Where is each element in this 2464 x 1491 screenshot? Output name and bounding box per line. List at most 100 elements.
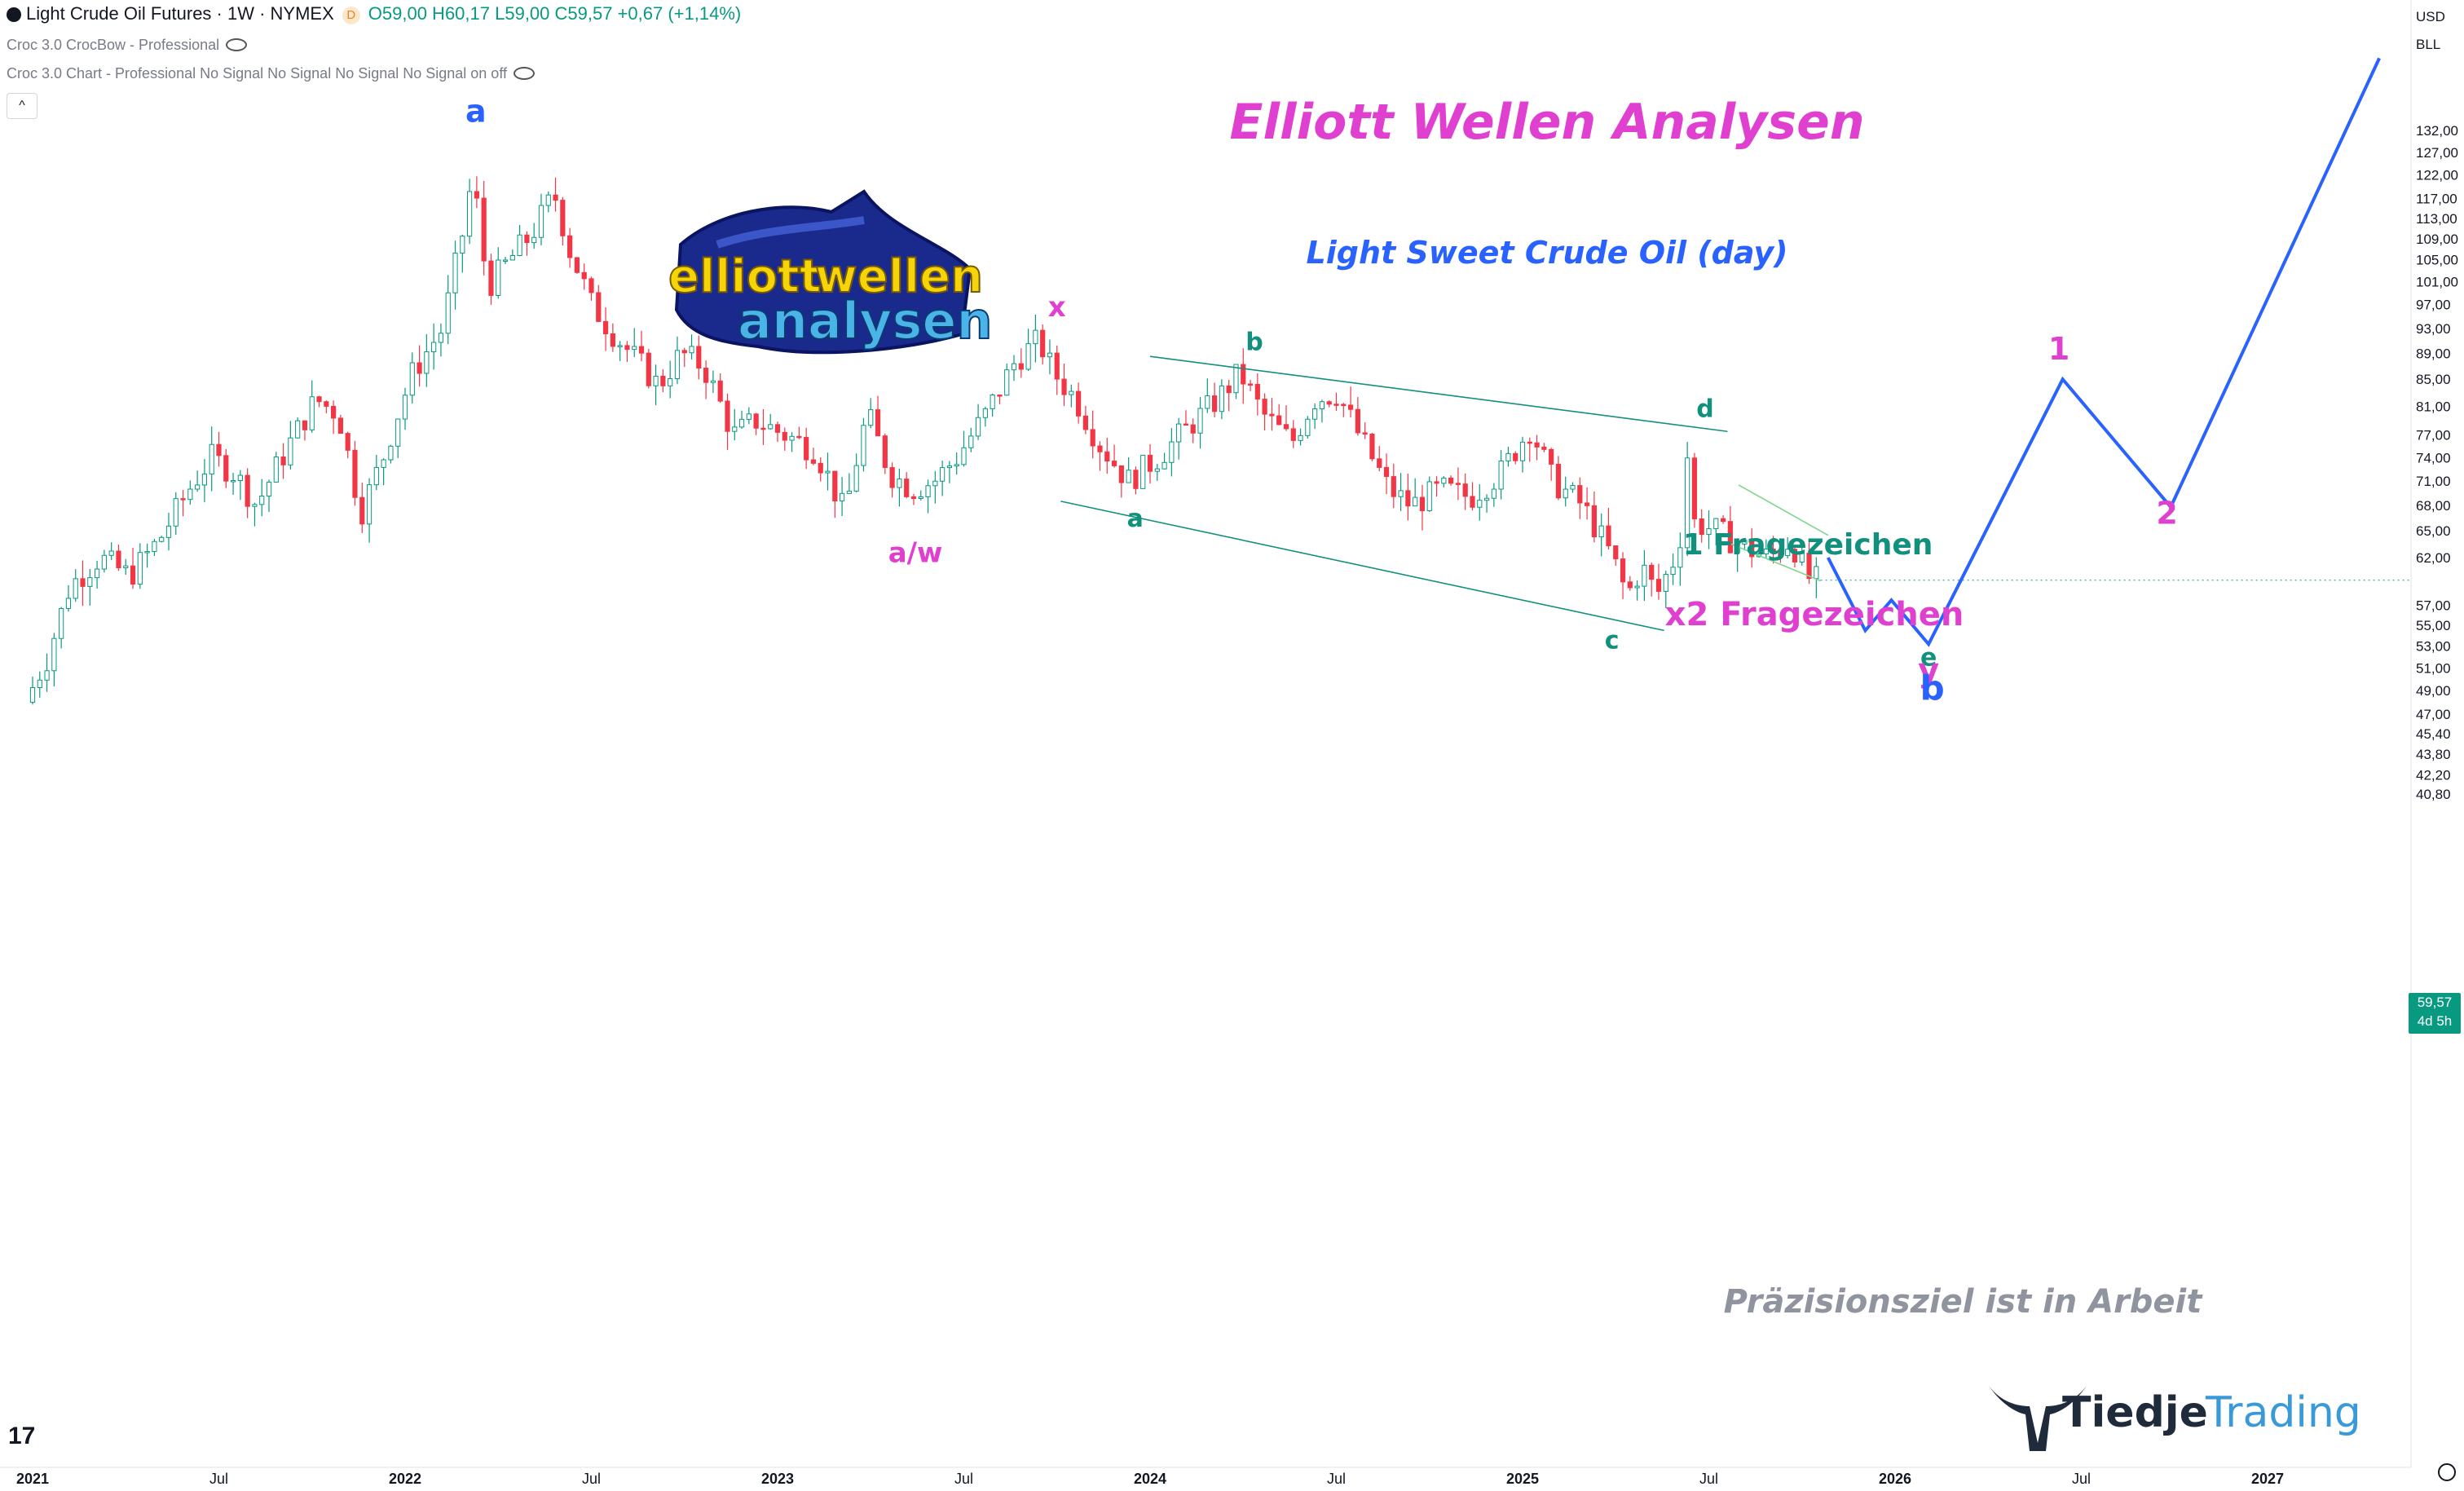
candle-body [496,259,501,296]
candle-body [1570,485,1576,490]
indicator-line-2[interactable]: Croc 3.0 Chart - Professional No Signal … [7,65,535,82]
y-tick-label: 77,00 [2416,428,2451,443]
candle-body [1470,496,1475,508]
candle-body [789,435,795,441]
candle-body [1462,483,1468,497]
candle-body [87,577,93,587]
candle-body [51,637,57,672]
candle-body [681,350,687,354]
candle-body [602,320,609,334]
eye-hidden-icon[interactable] [226,38,248,51]
candle-body [610,333,615,347]
candle-body [710,380,716,383]
last-price-countdown: 4d 5h [2417,1013,2453,1029]
candle-body [1691,457,1698,520]
trendline [1149,355,1728,433]
candle-body [1649,564,1655,580]
candle-body [954,464,959,467]
collapse-legend-button[interactable]: ^ [7,93,37,119]
y-tick-label: 62,00 [2416,550,2451,566]
candle-body [466,191,473,237]
candle-body [990,395,995,409]
x-tick-label: 2022 [389,1471,421,1487]
candle-body [1226,385,1232,394]
candle-body [738,418,745,428]
candle-body [1011,363,1017,371]
time-axis[interactable]: 2021 Jul 2022 Jul 2023 Jul 2024 Jul 2025 Jul 2026 J… [0,1467,2411,1487]
candle-body [617,345,623,347]
candle-body [1140,454,1146,489]
candle-body [29,686,36,703]
indicator-2-label[interactable]: Croc 3.0 Chart - Professional No Signal … [7,65,507,82]
candle-body [1269,413,1275,417]
candle-body [1082,415,1089,430]
y-tick-label: 42,20 [2416,768,2451,783]
candle-body [717,380,723,402]
candle-body [1677,547,1683,568]
wave-label: a [465,94,487,130]
candle-body [488,260,494,296]
candle-body [689,346,694,354]
tradingview-logo[interactable]: 17 [8,1423,36,1449]
candle-body [1598,525,1604,538]
candle-body [65,598,72,609]
y-tick-label: 53,00 [2416,639,2451,655]
candle-body [696,346,702,369]
candle-body [839,492,845,502]
candle-body [1047,352,1053,358]
candle-body [932,480,938,487]
candle-body [1670,567,1676,576]
y-tick-label: 89,00 [2416,346,2451,361]
candle-body [1247,383,1254,386]
delay-badge[interactable]: D [342,7,360,24]
candle-body [123,565,129,568]
price-axis[interactable]: USD BLL 132,00 127,00 122,00 117,00 113,00 10… [2410,0,2458,1467]
candle-body [288,437,293,465]
candle-body [782,431,787,441]
candle-body [37,679,42,688]
candle-body [1613,545,1619,560]
candle-body [1541,446,1547,450]
symbol-title[interactable]: Light Crude Oil Futures · 1W · NYMEX [26,3,334,24]
candle-body [144,551,150,554]
candle-body [1283,424,1289,430]
candle-body [646,352,651,386]
candle-body [1104,451,1110,462]
y-tick-label: 45,40 [2416,726,2451,742]
candle-body [796,435,802,439]
symbol-line[interactable]: Light Crude Oil Futures · 1W · NYMEX D O59… [7,3,741,24]
indicator-line-1[interactable]: Croc 3.0 CrocBow - Professional [7,37,248,54]
candle-body [209,443,214,474]
candle-body [574,257,580,273]
candle-body [1176,423,1182,443]
candle-body [94,568,100,579]
candle-body [1025,343,1031,370]
candle-body [216,443,222,457]
candle-body [1620,558,1626,583]
indicator-1-label[interactable]: Croc 3.0 CrocBow - Professional [7,37,220,53]
eye-hidden-icon[interactable] [514,67,535,80]
candle-body [760,427,766,430]
y-tick-label: 122,00 [2416,168,2458,183]
candle-body [445,292,451,334]
candle-body [101,554,107,570]
x-tick-label: Jul [2072,1471,2091,1487]
candle-body [223,455,229,482]
logo-word-trading: Trading [2205,1388,2361,1437]
candle-body [1413,496,1418,507]
candle-body [1018,363,1024,370]
candle-body [1785,549,1791,557]
settings-icon[interactable] [2438,1463,2456,1481]
candle-body [1505,452,1511,461]
candle-body [1362,432,1368,435]
wave-label: y [1918,652,1939,690]
candle-body [165,525,172,538]
candle-body [1405,490,1411,507]
candle-body [1377,458,1382,468]
candle-body [395,418,401,447]
candle-body [560,200,566,236]
candle-body [481,197,487,262]
candle-body [975,417,981,437]
